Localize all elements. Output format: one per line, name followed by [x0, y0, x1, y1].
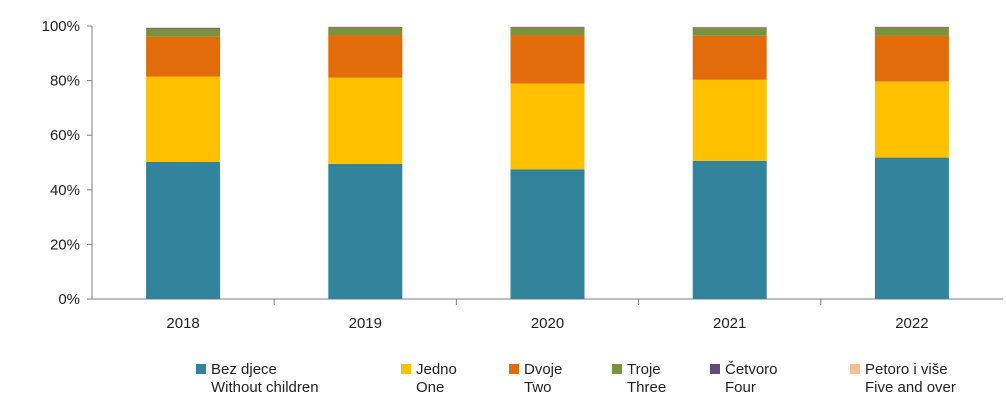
legend-swatch [509, 364, 519, 374]
bar-segment [874, 35, 949, 82]
y-tick-label: 60% [50, 127, 80, 144]
bar-segment [692, 28, 767, 36]
y-tick-label: 20% [50, 236, 80, 253]
bar-segment [328, 27, 403, 36]
legend-swatch [196, 364, 206, 374]
bar-segment [328, 35, 403, 78]
bar-segment [692, 79, 767, 161]
legend-label: Petoro i više [865, 361, 948, 378]
bar-segment [510, 27, 585, 36]
bar-segment [874, 157, 949, 299]
bar-segment [510, 35, 585, 84]
legend-label-en: Without children [211, 379, 319, 396]
bar-segment [874, 81, 949, 158]
tick-labels: 0% 20% 40% 60% 80% 100% 2018 2019 2020 2021 2022 [42, 18, 929, 332]
bar-segment [328, 77, 403, 164]
legend-swatch [850, 364, 860, 374]
y-tick-label: 0% [58, 291, 80, 308]
bar-segment [146, 28, 221, 37]
x-tick-label: 2018 [166, 315, 199, 332]
y-tick-label: 100% [42, 18, 80, 35]
bar-segment [874, 27, 949, 28]
bar-segment [692, 27, 767, 29]
x-tick-label: 2022 [895, 315, 928, 332]
legend-label-en: Five and over [865, 379, 956, 396]
y-tick-label: 40% [50, 182, 80, 199]
bars [146, 26, 949, 299]
bar-segment [328, 26, 403, 28]
legend-swatch [401, 364, 411, 374]
y-tick-label: 80% [50, 73, 80, 90]
bar-segment [692, 35, 767, 80]
bar-segment [510, 26, 585, 28]
bar-segment [510, 169, 585, 299]
legend-label: Jedno [416, 361, 457, 378]
x-tick-label: 2020 [531, 315, 564, 332]
legend-label-en: Three [627, 379, 666, 396]
bar-segment [146, 36, 221, 77]
legend-swatch [612, 364, 622, 374]
bar-segment [874, 27, 949, 36]
legend-label: Bez djece [211, 361, 277, 378]
legend-label-en: Four [725, 379, 756, 396]
bar-segment [146, 27, 221, 28]
x-tick-label: 2019 [349, 315, 382, 332]
bar-segment [146, 76, 221, 162]
legend-label: Dvoje [524, 361, 562, 378]
bar-segment [328, 27, 403, 28]
bar-segment [146, 161, 221, 299]
legend-label: Troje [627, 361, 661, 378]
legend-label-en: Two [524, 379, 552, 396]
legend-label-en: One [416, 379, 444, 396]
x-tick-label: 2021 [713, 315, 746, 332]
bar-segment [510, 83, 585, 170]
legend-label: Četvoro [725, 361, 778, 378]
legend-swatch [710, 364, 720, 374]
bar-segment [146, 27, 221, 29]
bar-segment [510, 27, 585, 28]
bar-segment [328, 163, 403, 299]
bar-segment [692, 160, 767, 299]
bar-segment [874, 26, 949, 28]
bar-segment [692, 26, 767, 28]
